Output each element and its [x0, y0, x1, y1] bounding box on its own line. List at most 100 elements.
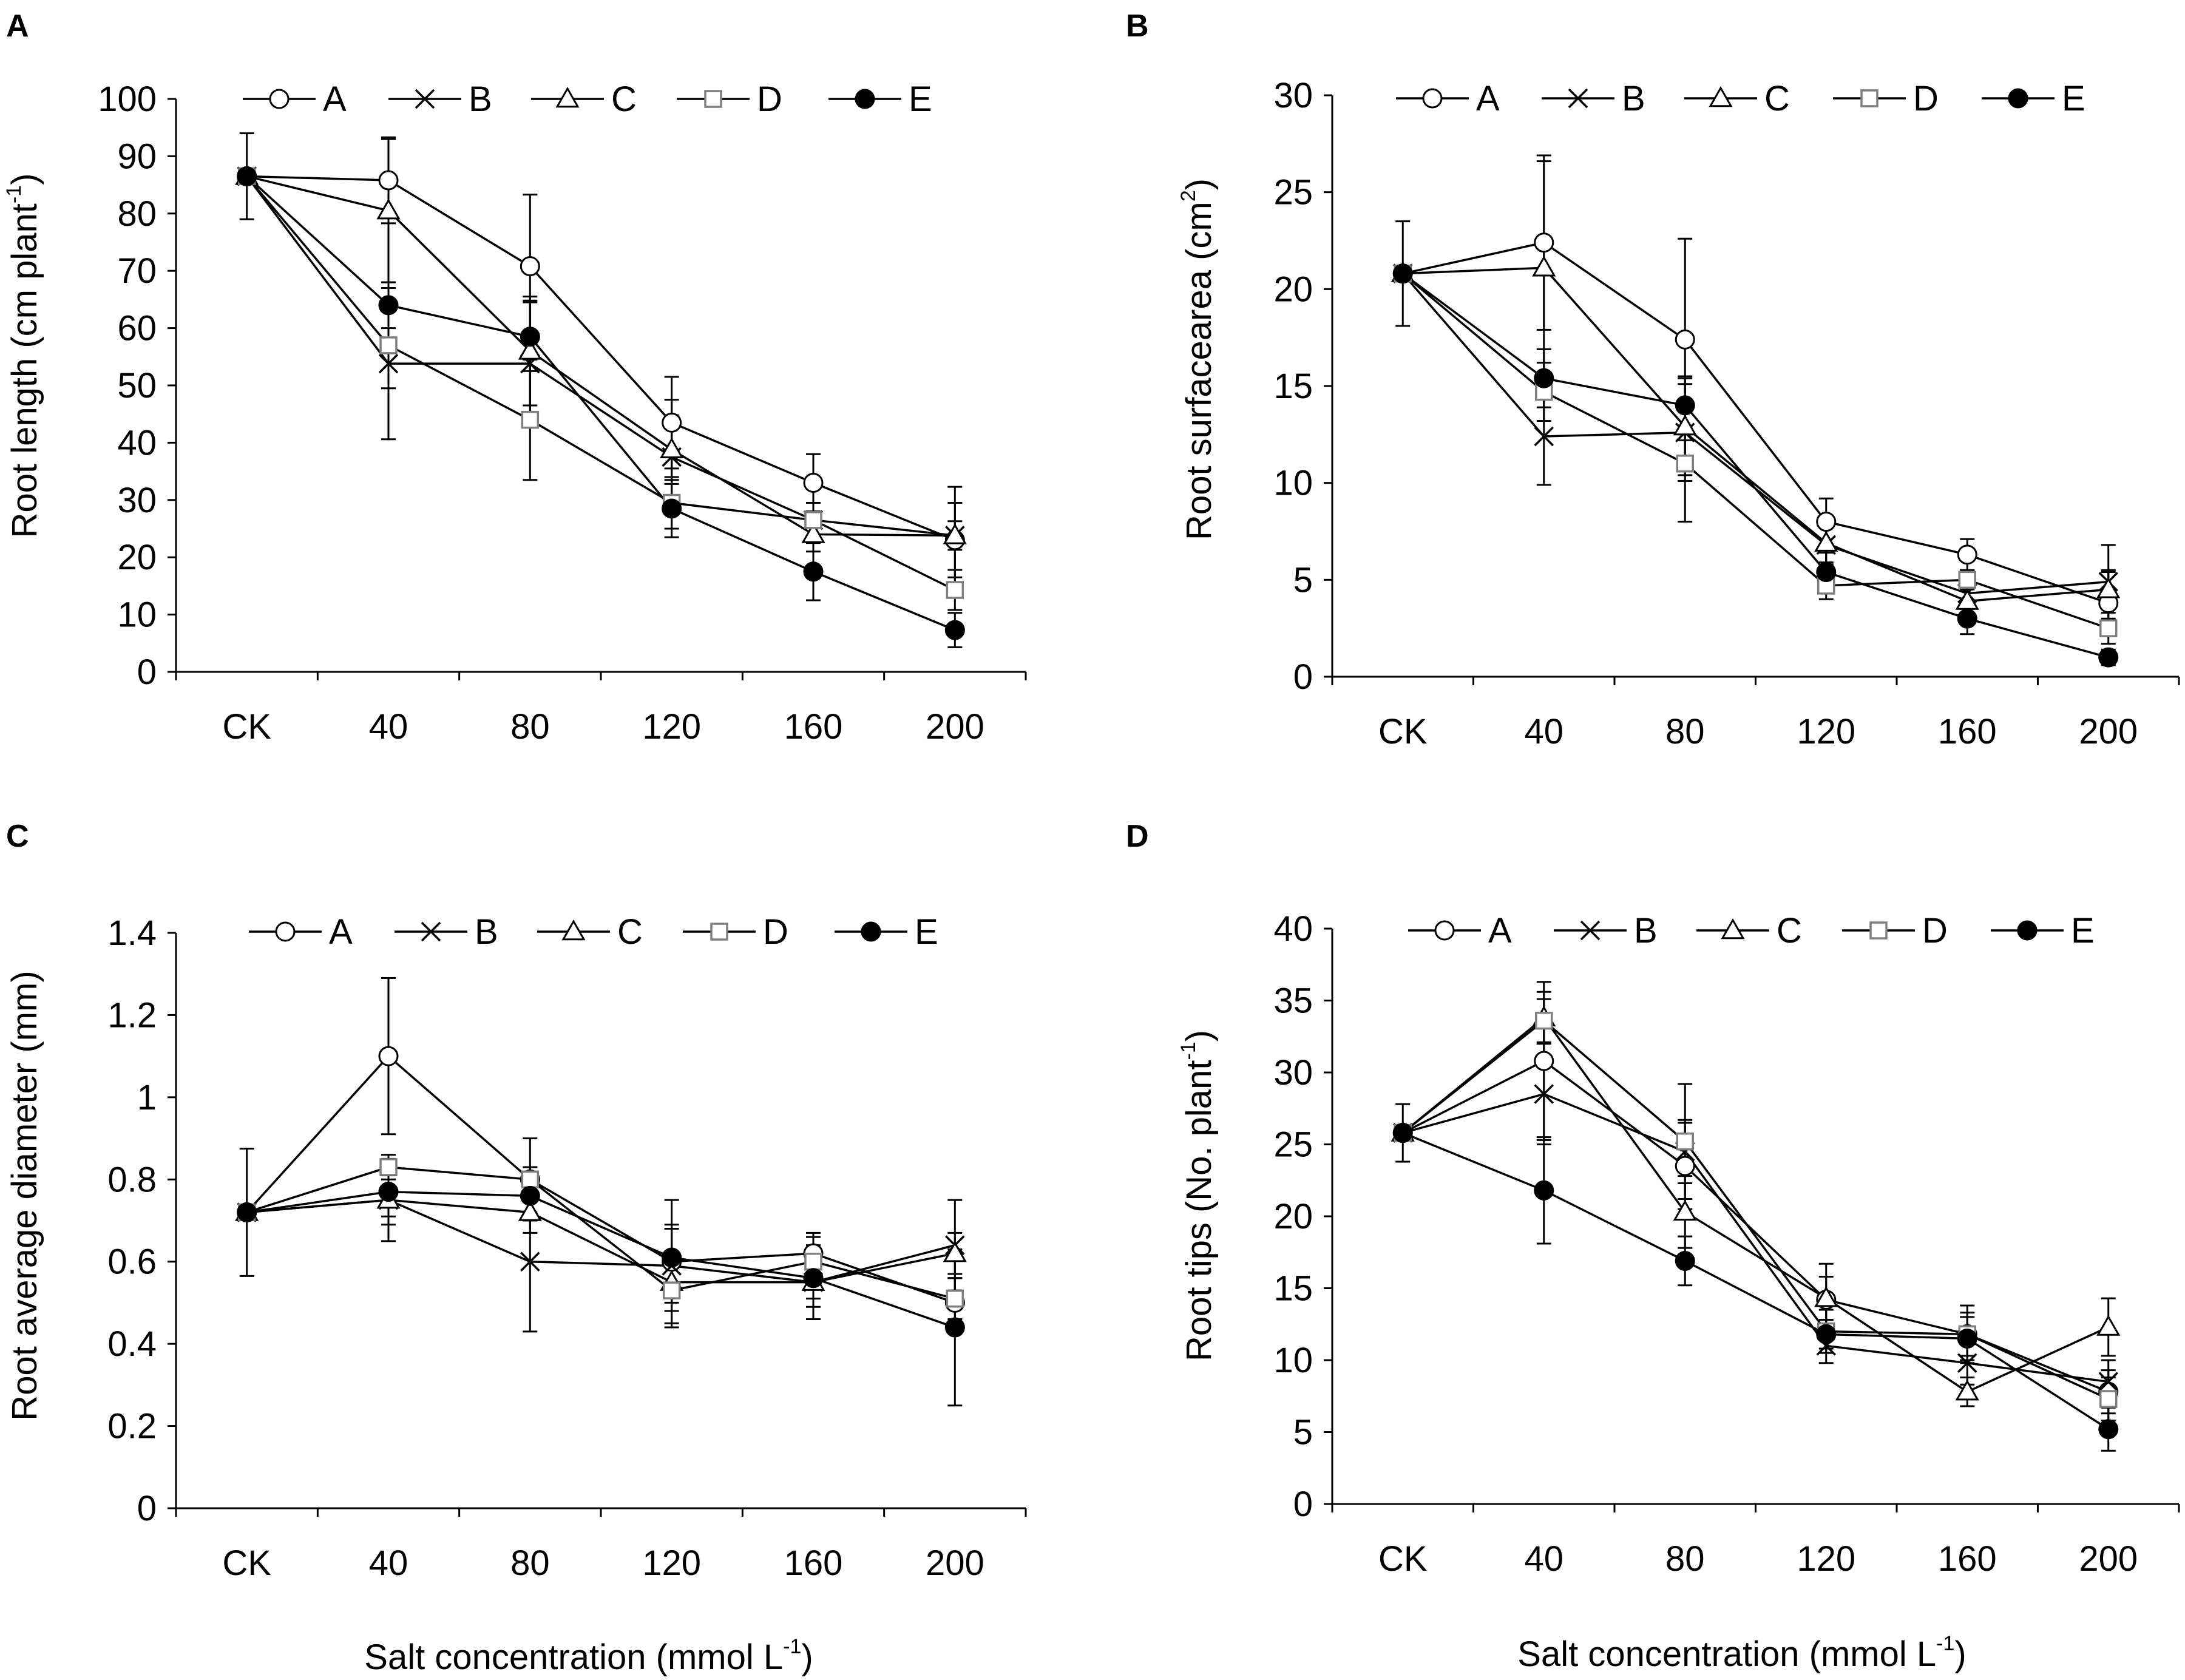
y-tick-label: 35 [1273, 981, 1313, 1021]
y-tick-label: 0 [1293, 1485, 1313, 1524]
legend-marker-e [2008, 88, 2028, 109]
series-line-e [246, 175, 956, 631]
legend-marker-e [2017, 920, 2038, 941]
legend-label-a: A [323, 80, 347, 119]
panel-letter-d: D [1126, 819, 1149, 854]
x-tick-label: 80 [510, 707, 550, 747]
data-point-a [1534, 232, 1554, 253]
data-point-c [943, 1241, 967, 1262]
data-point-c [376, 198, 401, 220]
data-point-e [237, 1202, 257, 1222]
data-point-e [662, 1247, 682, 1268]
data-point-e [1675, 395, 1695, 416]
data-point-a [520, 256, 540, 277]
y-tick-label: 10 [1273, 464, 1313, 503]
data-point-d [521, 410, 540, 429]
data-point-d [521, 1170, 540, 1189]
y-axis-title-b: Root surfacearea (cm2) [1177, 178, 1219, 540]
data-point-e [1957, 1328, 1977, 1349]
legend-marker-a [275, 921, 296, 942]
legend-label-e: E [915, 912, 938, 952]
data-point-d [804, 1252, 822, 1271]
data-point-d [804, 511, 822, 529]
data-point-e [520, 1185, 540, 1206]
data-point-c [1814, 1286, 1838, 1307]
data-point-c [518, 1200, 542, 1221]
x-tick-label: 80 [1665, 712, 1705, 751]
x-tick-label: 40 [369, 707, 408, 747]
data-point-e [944, 620, 965, 640]
legend-marker-e [861, 921, 881, 942]
panel-letter-a: A [6, 8, 29, 44]
legend-label-d: D [1913, 79, 1939, 118]
data-point-d [946, 1289, 964, 1308]
data-point-d [2099, 1390, 2118, 1408]
legend-marker-c [1709, 86, 1733, 107]
y-tick-label: 0.2 [107, 1407, 157, 1446]
data-point-e [1534, 368, 1554, 388]
x-tick-label: CK [222, 1543, 271, 1583]
series-line-a [1402, 241, 2109, 605]
x-axis-title-c: Salt concentration (mmol L-1) [364, 1635, 813, 1677]
series-line-e [1402, 273, 2109, 659]
data-point-d [379, 336, 398, 354]
legend-marker-c [561, 919, 586, 941]
legend-label-c: C [1764, 79, 1790, 118]
legend-label-d: D [757, 80, 782, 119]
x-tick-label: CK [1378, 712, 1428, 751]
data-point-e [378, 1182, 399, 1202]
y-tick-label: 0.4 [107, 1324, 157, 1364]
data-point-e [2098, 647, 2119, 668]
data-point-e [662, 498, 682, 519]
y-tick-label: 20 [1273, 1197, 1313, 1236]
legend-label-c: C [611, 80, 637, 119]
y-tick-label: 15 [1273, 1269, 1313, 1309]
y-tick-label: 0.8 [107, 1160, 157, 1199]
x-tick-label: 40 [1524, 712, 1563, 751]
chart-panel-d: D Root tips (No. plant-1) Salt concentra… [1126, 819, 2180, 1674]
series-line-b [1402, 1092, 2109, 1383]
legend-marker-d [1869, 921, 1888, 940]
series-line-c [246, 1199, 955, 1284]
data-point-e [237, 166, 257, 186]
x-tick-label: 40 [1524, 1539, 1563, 1579]
data-point-a [1675, 1156, 1695, 1176]
x-tick-label: 200 [926, 707, 984, 747]
legend-marker-b [1568, 88, 1588, 109]
data-point-c [518, 339, 542, 360]
x-tick-label: 160 [1938, 1539, 1997, 1579]
series-line-e [1402, 1131, 2109, 1431]
data-point-e [520, 327, 540, 347]
legend-label-e: E [2062, 79, 2085, 118]
y-tick-label: 5 [1293, 1413, 1313, 1452]
data-point-e [803, 1268, 824, 1289]
data-point-a [378, 170, 399, 191]
data-point-b [378, 353, 399, 374]
series-line-d [1402, 273, 2109, 629]
data-point-c [801, 522, 825, 543]
series-line-a [246, 175, 955, 541]
data-point-a [1675, 329, 1695, 350]
x-tick-label: 160 [1938, 712, 1997, 751]
legend-marker-d [1860, 89, 1878, 107]
y-tick-label: 25 [1273, 1125, 1313, 1165]
x-tick-label: 120 [1797, 1539, 1855, 1579]
data-point-d [1676, 454, 1694, 473]
legend-label-c: C [1777, 911, 1802, 950]
data-point-c [2096, 577, 2121, 598]
data-point-c [1673, 415, 1697, 436]
legend-marker-a [1434, 920, 1455, 941]
data-point-a [1534, 1051, 1554, 1071]
legend-marker-a [1422, 88, 1443, 109]
data-point-c [943, 523, 967, 544]
data-point-d [2099, 619, 2118, 637]
y-axis-title-a: Root length (cm plant-1) [2, 174, 44, 538]
legend-label-d: D [763, 912, 788, 952]
panel-letter-c: C [6, 819, 29, 854]
data-point-e [2098, 1419, 2119, 1440]
x-tick-label: CK [222, 707, 271, 747]
x-tick-label: 80 [1665, 1539, 1705, 1579]
data-point-e [1816, 562, 1837, 583]
data-point-c [1814, 530, 1838, 552]
